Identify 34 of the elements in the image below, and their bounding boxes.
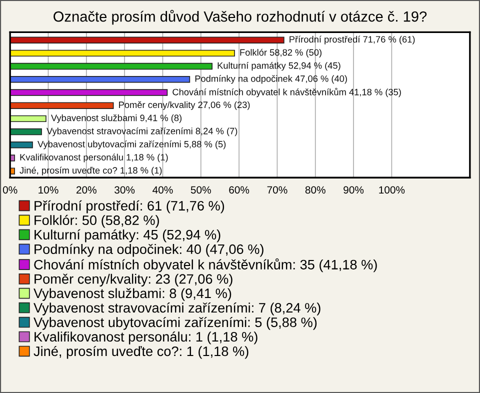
x-tick-label: 80% xyxy=(305,186,326,194)
data-label: Vybavenost ubytovacími zařízeními 5,88 % (5) xyxy=(38,140,226,150)
x-tick-label: 10% xyxy=(38,186,58,194)
data-label: Kvalifikovanost personálu 1,18 % (1) xyxy=(20,154,168,162)
legend-label: Přírodní prostředí: 61 (71,76 %) xyxy=(34,200,224,214)
x-tick-label: 70% xyxy=(267,186,288,194)
data-label: Folklór 58,82 % (50) xyxy=(240,48,322,58)
x-tick-label: 30% xyxy=(114,186,135,194)
legend-label: Kulturní památky: 45 (52,94 %) xyxy=(34,229,220,242)
data-label: Podmínky na odpočinek 47,06 % (40) xyxy=(195,75,347,84)
chart-title: Označte prosím důvod Vašeho rozhodnutí v otázce č. 19? xyxy=(54,10,427,25)
data-label: Poměr ceny/kvality 27,06 % (23) xyxy=(119,101,250,110)
x-tick-label: 100% xyxy=(379,186,405,194)
data-label: Jiné, prosím uveďte co? 1,18 % (1) xyxy=(20,166,162,176)
data-label: Chování místních obyvatel k návštěvníkům 41,18 % (35) xyxy=(172,88,401,98)
legend-label: Chování místních obyvatel k návštěvníkům: 35 (41,18 %) xyxy=(34,258,377,272)
data-label: Vybavenost službami 9,41 % (8) xyxy=(50,114,182,123)
x-tick-label: 40% xyxy=(152,186,173,194)
legend-label: Poměr ceny/kvality: 23 (27,06 %) xyxy=(34,274,232,287)
x-tick-label: 50% xyxy=(190,186,211,194)
legend-label: Kvalifikovanost personálu: 1 (1,18 %) xyxy=(34,331,258,344)
legend-label: Podmínky na odpočinek: 40 (47,06 %) xyxy=(34,244,264,257)
data-label: Vybavenost stravovacími zařízeními 8,24 % (7) xyxy=(46,127,238,136)
x-tick-label: 60% xyxy=(229,186,250,194)
legend-label: Vybavenost službami: 8 (9,41 %) xyxy=(34,288,232,301)
legend-label: Folklór: 50 (58,82 %) xyxy=(34,214,159,228)
data-label: Přírodní prostředí 71,76 % (61) xyxy=(290,36,415,44)
legend-label: Vybavenost stravovacími zařízeními: 7 (8,24 %) xyxy=(34,302,320,316)
x-tick-label: 20% xyxy=(76,186,96,194)
legend-label: Jiné, prosím uveďte co?: 1 (1,18 %) xyxy=(34,346,248,359)
x-tick-label: 90% xyxy=(344,186,364,194)
data-label: Kulturní památky 52,94 % (45) xyxy=(218,62,340,71)
legend-label: Vybavenost ubytovacími zařízeními: 5 (5,88 %) xyxy=(34,316,317,330)
x-tick-label: 0% xyxy=(2,186,18,194)
